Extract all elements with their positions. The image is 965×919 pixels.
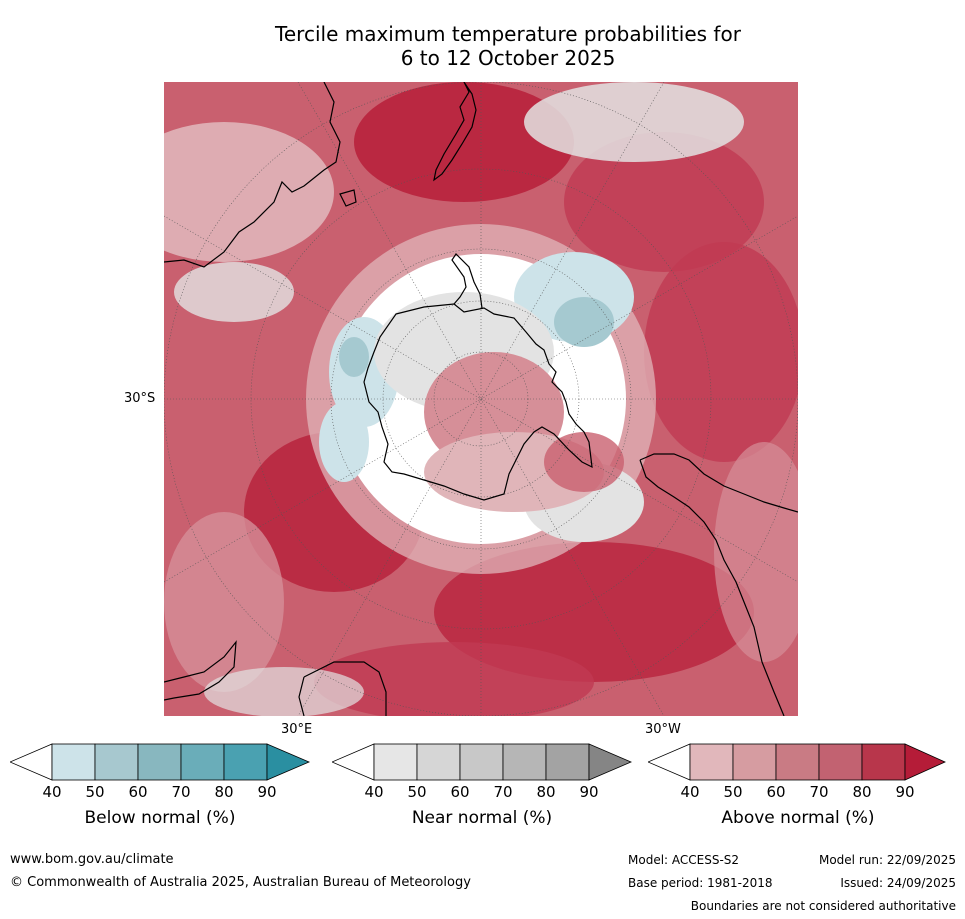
colorbar-below-normal-bar [10, 743, 310, 781]
issued-text: Issued: 24/09/2025 [840, 876, 956, 890]
colorbar-below-normal: 40 50 60 70 80 90 Below normal (%) [10, 743, 310, 853]
website-link[interactable]: www.bom.gov.au/climate [10, 852, 174, 867]
base-period-text: Base period: 1981-2018 [628, 876, 773, 890]
copyright-text: © Commonwealth of Australia 2025, Austra… [10, 875, 471, 890]
tick-label: 90 [257, 783, 277, 801]
tick-label: 80 [214, 783, 234, 801]
tick-label: 60 [128, 783, 148, 801]
strong-warm-patch [354, 82, 574, 202]
strong-warm-patch [314, 642, 594, 716]
new-zealand-coastline [433, 82, 477, 182]
title-line-1: Tercile maximum temperature probabilitie… [275, 22, 741, 46]
weak-warm-patch [164, 122, 334, 262]
colorbar-near-normal-bar [332, 743, 632, 781]
tick-label: 70 [171, 783, 191, 801]
map-title: Tercile maximum temperature probabilitie… [158, 22, 858, 70]
tick-label: 70 [809, 783, 829, 801]
model-run-text: Model run: 22/09/2025 [818, 853, 956, 867]
model-text: Model: ACCESS-S2 [628, 853, 740, 867]
map-canvas [164, 82, 798, 716]
tick-label: 60 [766, 783, 786, 801]
colorbar-above-normal: 40 50 60 70 80 90 Above normal (%) [648, 743, 948, 853]
antarctic-peninsula [451, 253, 483, 309]
longitude-label-30w: 30°W [645, 722, 681, 737]
colorbar-above-normal-bar [648, 743, 946, 781]
madagascar-coastline [298, 661, 387, 716]
colorbar-near-normal-label: Near normal (%) [411, 808, 553, 828]
longitude-label-30e: 30°E [281, 722, 313, 737]
tick-label: 50 [85, 783, 105, 801]
near-normal-patch [204, 667, 364, 716]
africa-coastline [164, 640, 237, 701]
tick-label: 80 [536, 783, 556, 801]
near-normal-patch [524, 82, 744, 162]
below-normal-patch [319, 402, 369, 482]
tick-label: 80 [852, 783, 872, 801]
antarctica-coastline [363, 303, 593, 501]
colorbar-above-normal-label: Above normal (%) [721, 808, 875, 828]
graticule [164, 82, 798, 716]
tick-label: 40 [680, 783, 700, 801]
tick-label: 60 [450, 783, 470, 801]
tick-label: 50 [407, 783, 427, 801]
below-normal-patch [554, 297, 614, 347]
tick-label: 50 [723, 783, 743, 801]
australia-coastline [164, 82, 341, 268]
south-america-coastline [639, 453, 798, 513]
latitude-label-30s: 30°S [124, 391, 156, 406]
colorbar-near-normal: 40 50 60 70 80 90 Near normal (%) [332, 743, 632, 853]
weak-warm-patch [714, 442, 798, 662]
tasmania-coastline [339, 189, 357, 207]
tick-label: 90 [895, 783, 915, 801]
title-line-2: 6 to 12 October 2025 [400, 46, 616, 70]
south-america-coastline-west [639, 459, 785, 716]
disclaimer-text: Boundaries are not considered authoritat… [690, 899, 956, 913]
probability-map [164, 82, 798, 716]
strong-warm-patch [564, 132, 764, 272]
strong-warm-patch [644, 242, 798, 462]
tick-label: 70 [493, 783, 513, 801]
weak-warm-patch [164, 512, 284, 692]
tick-label: 40 [42, 783, 62, 801]
colorbar-below-normal-label: Below normal (%) [84, 808, 236, 828]
tick-label: 90 [579, 783, 599, 801]
below-normal-patch [339, 337, 369, 377]
near-normal-patch [174, 262, 294, 322]
tick-label: 40 [364, 783, 384, 801]
warm-patch [544, 432, 624, 492]
